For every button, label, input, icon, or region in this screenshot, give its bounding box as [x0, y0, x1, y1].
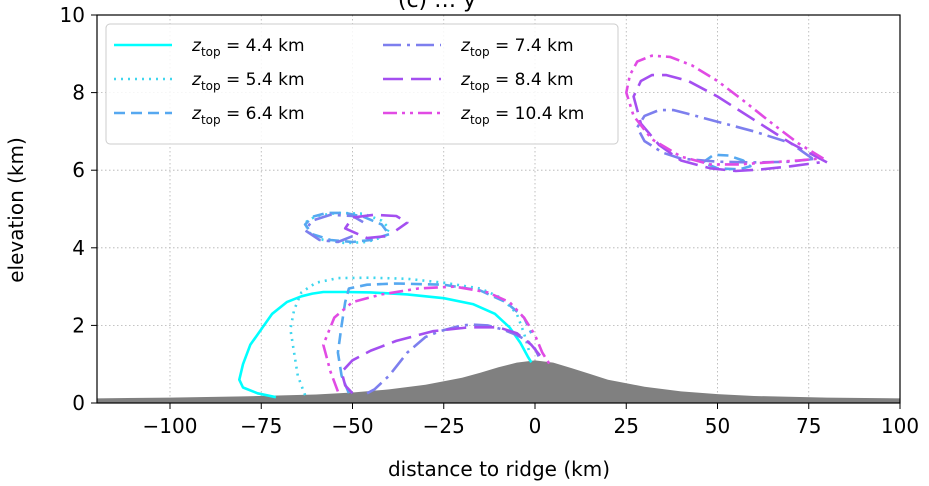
- terrain-ridge: [97, 360, 900, 403]
- x-tick-label-8: 100: [881, 414, 919, 438]
- y-tick-label-0: 0: [72, 391, 85, 415]
- terrain-layer: [97, 360, 900, 403]
- series-0-path-0: [238, 290, 533, 399]
- y-tick-label-4: 8: [72, 81, 85, 105]
- x-tick-label-4: 0: [529, 414, 542, 438]
- x-axis-title: distance to ridge (km): [388, 457, 610, 481]
- series-2-path-1: [303, 211, 391, 244]
- axes: [96, 14, 901, 404]
- series-5-path-0: [321, 285, 551, 392]
- y-tick-label-2: 4: [72, 236, 85, 260]
- series-4-path-2: [632, 73, 828, 173]
- y-axis-title: elevation (km): [4, 137, 28, 283]
- series-4-path-0: [340, 325, 544, 395]
- x-tick-label-2: −50: [331, 414, 373, 438]
- series-5-path-1: [624, 54, 825, 166]
- y-tick-label-5: 10: [60, 3, 85, 27]
- y-tick-label-3: 6: [72, 158, 85, 182]
- chart-title-fragment: (c) … y: [398, 0, 476, 13]
- legend-label-5: ztop = 10.4 km: [460, 104, 584, 127]
- x-tick-label-1: −75: [240, 414, 282, 438]
- x-tick-label-5: 25: [614, 414, 639, 438]
- ticks: −100 −75 −50 −25 0 25 50 75 100 0 2 4 6 8 10: [60, 3, 920, 438]
- legend-label-3: ztop = 7.4 km: [460, 36, 574, 59]
- x-tick-label-3: −25: [423, 414, 465, 438]
- x-tick-label-0: −100: [143, 414, 198, 438]
- legend: ztop = 4.4 km ztop = 5.4 km ztop = 6.4 km z…: [105, 23, 619, 145]
- legend-label-0: ztop = 4.4 km: [191, 36, 305, 59]
- series-2-path-0: [336, 282, 533, 394]
- legend-label-1: ztop = 5.4 km: [191, 70, 305, 93]
- series-3-path-0: [366, 323, 540, 395]
- legend-label-4: ztop = 8.4 km: [460, 70, 574, 93]
- x-tick-label-7: 75: [796, 414, 821, 438]
- y-tick-label-1: 2: [72, 313, 85, 337]
- series-3-path-2: [635, 108, 817, 164]
- x-tick-label-6: 50: [705, 414, 730, 438]
- plot-frame: [96, 14, 901, 404]
- legend-label-2: ztop = 6.4 km: [191, 104, 305, 127]
- series-3-path-1: [303, 213, 368, 244]
- series-1-path-0: [289, 276, 531, 396]
- series-4-path-1: [343, 213, 409, 240]
- series-layer: [238, 54, 828, 399]
- legend-frame: [105, 23, 619, 145]
